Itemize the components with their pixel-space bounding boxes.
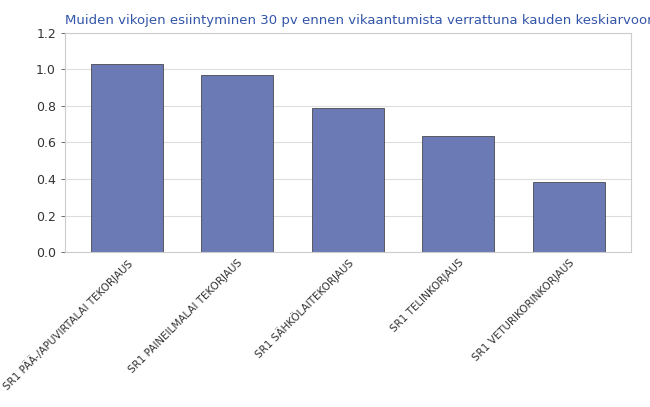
Bar: [422, 136, 494, 252]
Bar: [91, 63, 162, 252]
Bar: [312, 108, 384, 252]
Text: Muiden vikojen esiintyminen 30 pv ennen vikaantumista verrattuna kauden keskiarv: Muiden vikojen esiintyminen 30 pv ennen …: [65, 14, 650, 27]
Bar: [202, 75, 273, 252]
Bar: [533, 182, 604, 252]
